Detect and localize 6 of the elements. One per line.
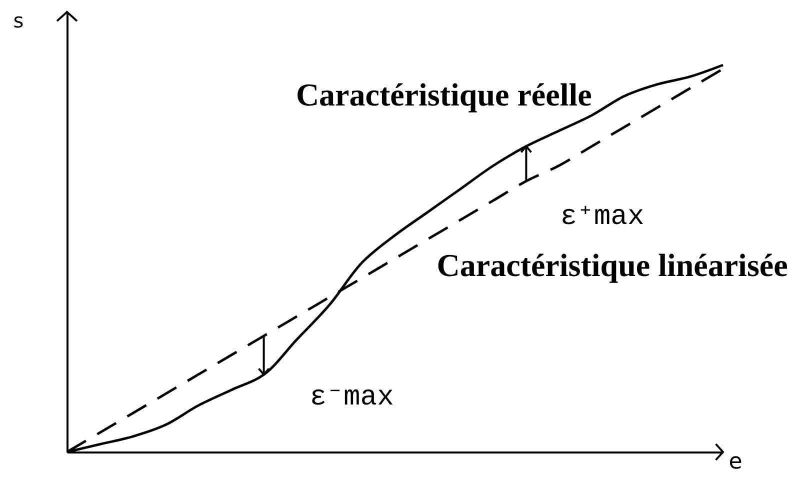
y-axis-title: s xyxy=(13,8,24,32)
series-label: Caractéristique linéarisée xyxy=(436,247,788,284)
annotation: ε⁻max xyxy=(310,382,394,414)
annotation: ε⁺max xyxy=(560,202,644,234)
series-label: Caractéristique réelle xyxy=(296,76,592,112)
x-axis-title: e xyxy=(728,450,742,474)
